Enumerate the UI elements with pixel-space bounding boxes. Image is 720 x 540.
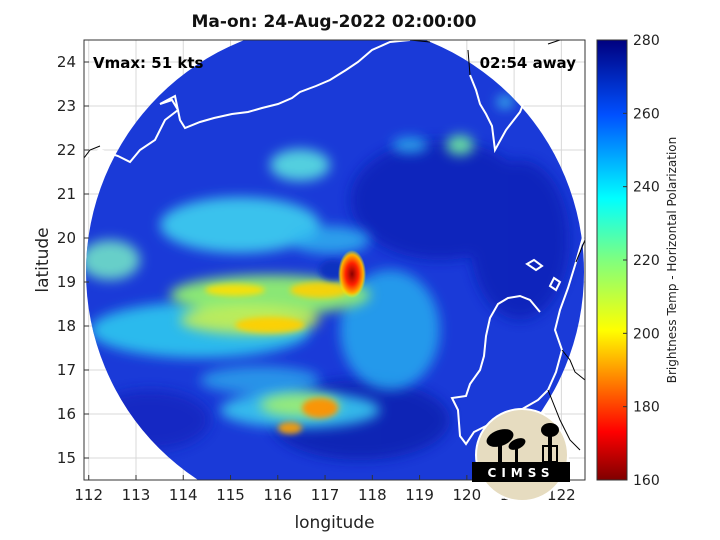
- plot-title: Ma-on: 24-Aug-2022 02:00:00: [191, 12, 477, 32]
- colorbar: [596, 39, 628, 481]
- y-tick-label: 17: [57, 361, 76, 379]
- y-tick-label: 18: [57, 317, 76, 335]
- y-tick-label: 22: [57, 141, 76, 159]
- axes-frame: [83, 39, 586, 481]
- coastline: [84, 40, 585, 446]
- x-tick-label: 114: [169, 486, 198, 504]
- colorbar-tick-label: 260: [633, 106, 660, 122]
- swath: [86, 40, 584, 480]
- x-tick-label: 122: [547, 486, 576, 504]
- x-tick-label: 118: [358, 486, 387, 504]
- colorbar-label: Brightness Temp - Horizontal Polarizatio…: [665, 137, 679, 384]
- x-tick-label: 116: [263, 486, 292, 504]
- x-tick-label: 119: [405, 486, 434, 504]
- cimss-logo: CIMSS: [472, 408, 570, 502]
- colorbar-tick-label: 160: [633, 473, 660, 489]
- x-tick-label: 120: [453, 486, 482, 504]
- colorbar-ticks: 160 180 200 220 240 260 280: [623, 33, 660, 489]
- y-axis-label: latitude: [33, 227, 53, 292]
- y-tick-label: 15: [57, 449, 76, 467]
- x-tick-label: 113: [122, 486, 151, 504]
- x-axis-label: longitude: [294, 513, 374, 533]
- time-away-text: 02:54 away: [480, 54, 577, 72]
- colorbar-tick-label: 280: [633, 33, 660, 49]
- y-tick-label: 20: [57, 229, 76, 247]
- y-axis: 15 16 17 18 19 20 21 22 23 24: [57, 53, 89, 467]
- y-tick-label: 21: [57, 185, 76, 203]
- cimss-logo-text: CIMSS: [488, 466, 555, 480]
- y-tick-label: 19: [57, 273, 76, 291]
- x-tick-label: 117: [311, 486, 340, 504]
- vmax-text: Vmax: 51 kts: [93, 54, 203, 72]
- colorbar-tick-label: 200: [633, 326, 660, 342]
- y-tick-label: 24: [57, 53, 76, 71]
- colorbar-tick-label: 220: [633, 253, 660, 269]
- y-tick-label: 23: [57, 97, 76, 115]
- colorbar-tick-label: 180: [633, 400, 660, 416]
- x-tick-label: 115: [216, 486, 245, 504]
- colorbar-tick-label: 240: [633, 180, 660, 196]
- cold-core: [338, 250, 366, 298]
- y-tick-label: 16: [57, 405, 76, 423]
- x-tick-label: 112: [74, 486, 103, 504]
